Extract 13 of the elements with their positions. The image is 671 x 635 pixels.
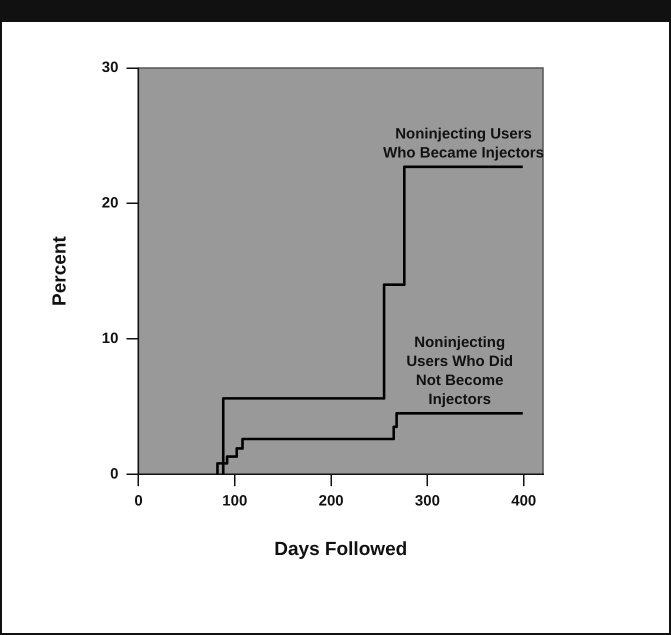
y-tick-label: 20 [102,194,118,212]
x-axis-title: Days Followed [274,538,408,560]
x-tick-label: 0 [134,492,143,510]
x-tick-label: 200 [318,492,344,510]
series-label: Noninjecting Users Who Did Not Become Injectors [406,334,514,408]
x-tick-label: 100 [222,492,248,510]
y-tick-label: 0 [110,465,118,482]
x-tick-label: 400 [511,492,536,510]
series-label: Noninjecting Users Who Became Injectors [383,125,544,162]
y-axis-title: Percent [50,236,71,306]
x-tick-label: 300 [414,492,440,510]
y-tick-label: 30 [102,59,118,76]
y-tick-label: 10 [102,330,118,347]
